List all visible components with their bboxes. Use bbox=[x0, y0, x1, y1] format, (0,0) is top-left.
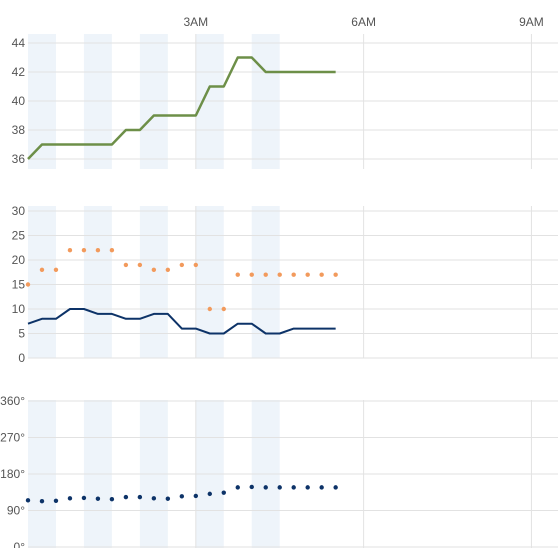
gust-point bbox=[151, 267, 157, 272]
wind-speed-line bbox=[27, 308, 336, 335]
gust-point bbox=[235, 272, 240, 277]
direction-point bbox=[67, 496, 73, 501]
direction-point bbox=[95, 496, 101, 501]
y-tick-label: 0 bbox=[18, 351, 25, 365]
x-tick-label: 6AM bbox=[351, 15, 376, 29]
gust-point bbox=[39, 267, 45, 272]
gust-point bbox=[319, 272, 324, 277]
gust-point bbox=[25, 282, 31, 287]
gust-point bbox=[109, 248, 115, 253]
gust-point bbox=[95, 248, 101, 253]
gust-point bbox=[291, 272, 296, 277]
direction-point bbox=[123, 494, 129, 500]
direction-point bbox=[151, 496, 157, 501]
gust-point bbox=[207, 306, 212, 312]
direction-point bbox=[39, 498, 45, 504]
direction-point bbox=[165, 496, 171, 501]
x-tick-label: 9AM bbox=[519, 15, 544, 29]
x-tick-label: 3AM bbox=[183, 15, 208, 29]
temperature-line bbox=[27, 56, 336, 160]
direction-point bbox=[235, 485, 240, 490]
shaded-band bbox=[139, 206, 168, 358]
direction-point bbox=[137, 494, 143, 500]
shaded-band bbox=[195, 206, 224, 358]
y-tick-label: 5 bbox=[18, 327, 25, 341]
direction-point bbox=[109, 496, 115, 502]
direction-point bbox=[207, 491, 212, 497]
shaded-band bbox=[28, 206, 56, 358]
y-tick-label: 180° bbox=[0, 467, 25, 481]
gust-point bbox=[81, 248, 87, 253]
y-tick-label: 15 bbox=[12, 278, 26, 292]
y-tick-label: 20 bbox=[12, 253, 26, 267]
direction-point bbox=[333, 485, 338, 490]
gust-point bbox=[165, 267, 171, 272]
gust-point bbox=[67, 248, 73, 253]
y-tick-label: 0° bbox=[14, 540, 26, 548]
y-tick-label: 90° bbox=[7, 504, 25, 518]
gust-point bbox=[263, 272, 268, 277]
direction-point bbox=[179, 494, 185, 499]
gust-point bbox=[249, 272, 254, 277]
shaded-band bbox=[83, 206, 112, 358]
gust-point bbox=[305, 272, 310, 277]
gust-point bbox=[221, 306, 226, 312]
direction-point bbox=[81, 495, 87, 501]
y-tick-label: 360° bbox=[0, 394, 25, 408]
y-tick-label: 42 bbox=[12, 65, 26, 79]
y-tick-label: 44 bbox=[12, 36, 26, 50]
y-tick-label: 270° bbox=[0, 431, 25, 445]
y-tick-label: 10 bbox=[12, 302, 26, 316]
gust-point bbox=[333, 272, 338, 277]
direction-point bbox=[277, 485, 282, 490]
gust-point bbox=[137, 262, 143, 268]
gust-point bbox=[277, 272, 282, 277]
y-tick-label: 25 bbox=[12, 229, 26, 243]
direction-point bbox=[305, 485, 310, 490]
gust-point bbox=[123, 262, 129, 268]
y-tick-label: 30 bbox=[12, 204, 26, 218]
y-tick-label: 36 bbox=[12, 152, 26, 166]
gust-point bbox=[179, 262, 185, 268]
gust-point bbox=[193, 262, 199, 268]
y-tick-label: 38 bbox=[12, 123, 26, 137]
y-tick-label: 40 bbox=[12, 94, 26, 108]
direction-point bbox=[319, 485, 324, 490]
direction-point bbox=[193, 493, 199, 499]
direction-point bbox=[53, 498, 59, 503]
direction-point bbox=[249, 484, 254, 490]
direction-point bbox=[25, 498, 31, 503]
direction-point bbox=[221, 490, 226, 495]
shaded-band bbox=[251, 206, 280, 358]
direction-point bbox=[263, 485, 268, 490]
direction-point bbox=[291, 485, 296, 490]
gust-point bbox=[53, 267, 59, 272]
